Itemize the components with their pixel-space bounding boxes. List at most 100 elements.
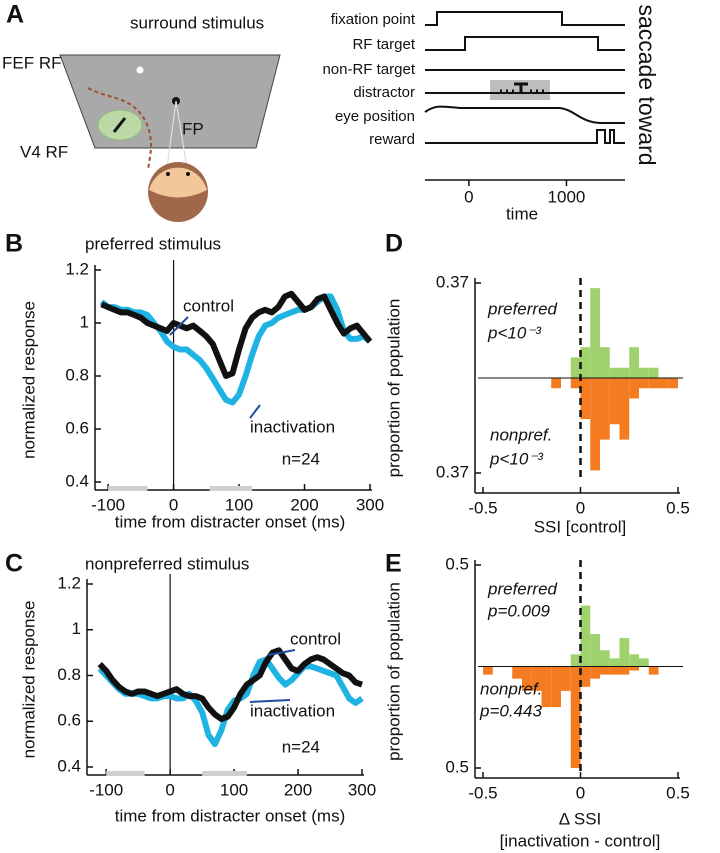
bar [590, 288, 600, 378]
y-tick-label: 0.4 [57, 756, 81, 775]
y-axis-label: normalized response [19, 601, 38, 759]
bar [590, 666, 600, 679]
leader-line [249, 699, 291, 703]
series-label: nonpref. [490, 425, 552, 444]
leader-line [169, 316, 189, 336]
row-label: reward [369, 131, 415, 148]
trace [425, 11, 625, 26]
bar [551, 378, 561, 389]
distractor-bar [112, 117, 127, 133]
row-label: RF target [352, 36, 415, 53]
bar [580, 666, 591, 687]
series-label: inactivation [250, 417, 335, 436]
bar [580, 347, 591, 378]
series-label: preferred [487, 579, 558, 598]
y-tick-label: 0.37 [436, 462, 469, 481]
bar [629, 654, 639, 667]
x-tick-label: 0 [169, 495, 178, 514]
distractor-symbol [500, 82, 544, 93]
y-tick-label: 0.5 [445, 757, 469, 776]
y-tick-label: 0.5 [445, 554, 469, 573]
bar [512, 666, 522, 679]
series-label: preferred [487, 299, 558, 318]
bar [629, 347, 639, 378]
x-tick-label: -0.5 [468, 498, 497, 517]
series-label: control [290, 629, 341, 648]
series-label: nonpref. [480, 679, 542, 698]
bar [609, 367, 620, 378]
x-tick-label: 0.5 [666, 783, 690, 802]
bar [609, 666, 620, 675]
row-label: non-RF target [322, 61, 415, 78]
bar [551, 666, 561, 708]
y-tick-label: 1 [72, 619, 81, 638]
annotation: n=24 [282, 449, 320, 468]
face [149, 167, 207, 198]
bar [541, 666, 552, 708]
bar [648, 367, 659, 378]
x-tick-label: 0 [576, 783, 585, 802]
y-tick-label: 1.2 [65, 259, 89, 278]
y-tick-label: 0.4 [65, 471, 89, 490]
bar [600, 347, 610, 378]
bar [648, 666, 659, 675]
side-label: saccade toward [634, 4, 660, 165]
bar [600, 378, 610, 440]
y-tick-label: 0.37 [436, 272, 469, 291]
y-tick-label: 1 [80, 312, 89, 331]
trace [424, 105, 625, 124]
analysis-window [202, 771, 247, 776]
bar [590, 634, 600, 667]
x-tick-label: 0 [165, 780, 174, 799]
bar [570, 357, 581, 378]
y-tick-label: 1.2 [57, 573, 81, 592]
bar [483, 666, 493, 675]
x-tick-label: -0.5 [468, 783, 497, 802]
x-axis-label: SSI [control] [534, 517, 627, 536]
series-line [100, 290, 373, 379]
bar [570, 666, 581, 768]
bar [629, 378, 639, 399]
bar [658, 378, 669, 389]
x-axis-label: Δ SSI [559, 809, 602, 828]
bar [600, 650, 610, 667]
analysis-window [108, 486, 148, 491]
bar [570, 378, 581, 389]
series-label: control [183, 296, 234, 315]
series-line [97, 647, 363, 722]
annotation: FP [182, 119, 204, 138]
surround-dot [136, 66, 144, 74]
y-tick-label: 0.8 [57, 665, 81, 684]
x-axis-label: time from distracter onset (ms) [115, 806, 346, 825]
y-tick-label: 0.8 [65, 365, 89, 384]
x-tick-label: -100 [91, 495, 125, 514]
bar [580, 605, 591, 667]
bar [561, 666, 571, 691]
series-line [97, 656, 364, 748]
x-tick-label: 100 [220, 780, 248, 799]
bar [609, 658, 620, 667]
annotation: p<10⁻³ [489, 449, 544, 468]
trace [425, 36, 625, 51]
row-label: distractor [353, 84, 415, 101]
panel-label: A [6, 1, 24, 29]
panel-label: C [5, 550, 23, 578]
y-tick-label: 0.6 [57, 711, 81, 730]
bar [580, 378, 591, 420]
x-axis-label: [inactivation - control] [500, 831, 661, 850]
bar [590, 378, 600, 471]
y-tick-label: 0.6 [65, 418, 89, 437]
x-tick-label: 300 [348, 780, 376, 799]
leader-line [249, 404, 261, 419]
panel-label: E [385, 550, 402, 578]
eye [186, 172, 190, 176]
y-axis-label: normalized response [19, 301, 38, 459]
bar [629, 666, 639, 671]
series-label: inactivation [250, 701, 335, 720]
leader-line [267, 649, 296, 656]
annotation: surround stimulus [130, 13, 264, 32]
x-tick-label: 1000 [548, 187, 586, 206]
x-tick-label: 0.5 [666, 498, 690, 517]
bar [648, 378, 659, 389]
